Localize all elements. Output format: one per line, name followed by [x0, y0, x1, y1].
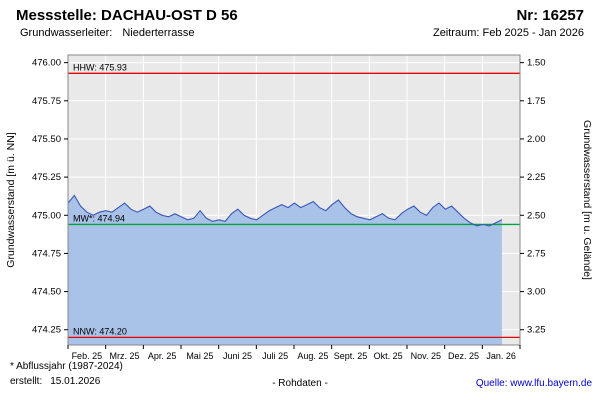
right-tick-label: 3.25	[527, 325, 546, 336]
x-tick-label: Feb. 25	[72, 351, 103, 361]
x-tick-label: Jan. 26	[486, 351, 516, 361]
right-tick-label: 1.75	[527, 96, 546, 107]
right-tick-label: 3.00	[527, 287, 546, 298]
station-number: Nr: 16257	[516, 7, 584, 24]
x-tick-label: Apr. 25	[148, 351, 177, 361]
right-tick-label: 2.75	[527, 248, 546, 259]
left-tick-label: 475.50	[32, 134, 61, 145]
left-tick-label: 474.50	[32, 287, 61, 298]
y-axis-title-left: Grundwasserstand [m ü. NN]	[5, 132, 17, 267]
x-tick-label: Nov. 25	[411, 351, 441, 361]
x-tick-label: Juni 25	[223, 351, 252, 361]
header-row-2: Grundwasserleiter: Niederterrasse Zeitrau…	[0, 24, 600, 39]
header-row-1: Messstelle: DACHAU-OST D 56 Nr: 16257	[0, 0, 600, 24]
right-tick-label: 2.50	[527, 210, 546, 221]
page-title: Messstelle: DACHAU-OST D 56	[16, 7, 238, 24]
aquifer-value: Niederterrasse	[122, 27, 195, 39]
x-tick-label: Dez. 25	[448, 351, 479, 361]
right-tick-label: 2.25	[527, 172, 546, 183]
x-tick-label: Aug. 25	[297, 351, 328, 361]
ref-line-label-hhw: HHW: 475.93	[73, 62, 127, 72]
right-tick-label: 1.50	[527, 58, 546, 69]
source-link[interactable]: Quelle: www.lfu.bayern.de	[475, 378, 592, 389]
groundwater-chart: HHW: 475.93 MW*: 474.94 NNW: 474.20 476.00 1…	[5, 54, 593, 361]
groundwater-level-line	[67, 194, 503, 227]
left-tick-label: 475.25	[32, 172, 61, 183]
left-tick-label: 476.00	[32, 58, 61, 69]
x-tick-label: Mrz. 25	[109, 351, 139, 361]
ref-line-label-mw: MW*: 474.94	[73, 213, 125, 223]
x-tick-label: Sept. 25	[334, 351, 368, 361]
left-tick-label: 475.00	[32, 210, 61, 221]
x-tick-label: Okt. 25	[374, 351, 403, 361]
aquifer-label: Grundwasserleiter:	[20, 27, 113, 39]
y-axis-title-right: Grundwasserstand [m u. Gelände]	[581, 120, 593, 280]
created-date: 15.01.2026	[50, 376, 101, 387]
left-tick-label: 474.25	[32, 325, 61, 336]
ref-line-label-nnw: NNW: 474.20	[73, 326, 127, 336]
left-tick-label: 474.75	[32, 248, 61, 259]
x-tick-label: Juli 25	[262, 351, 288, 361]
left-tick-label: 475.75	[32, 96, 61, 107]
groundwater-area-fill	[68, 195, 502, 345]
right-tick-label: 2.00	[527, 134, 546, 145]
aquifer: Grundwasserleiter: Niederterrasse	[20, 27, 194, 39]
created-label: erstellt:	[10, 376, 43, 387]
footnote-abflussjahr: * Abflussjahr (1987-2024)	[10, 361, 123, 372]
x-tick-label: Mai 25	[186, 351, 213, 361]
rohdaten-label: - Rohdaten -	[272, 378, 328, 389]
period-label: Zeitraum: Feb 2025 - Jan 2026	[432, 27, 584, 39]
created-line: erstellt: 15.01.2026	[10, 376, 100, 387]
